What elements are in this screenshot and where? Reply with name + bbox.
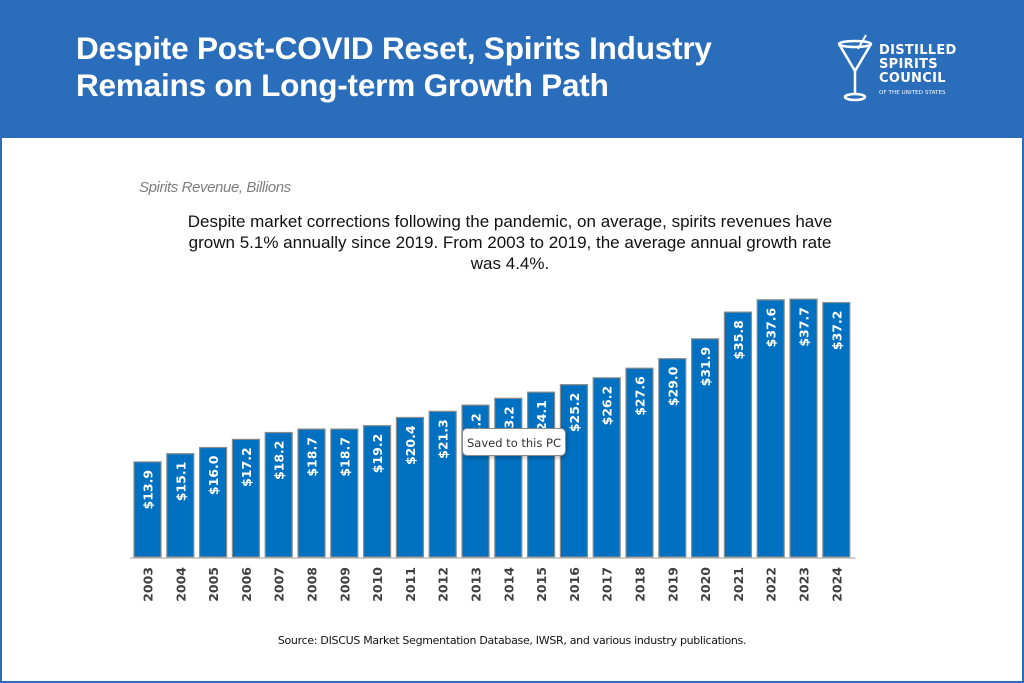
x-tick-label: 2005 xyxy=(206,567,221,602)
x-tick-label: 2022 xyxy=(764,567,779,602)
bar-2020 xyxy=(690,338,720,558)
bar-2003 xyxy=(133,461,162,558)
slide-title: Despite Post-COVID Reset, Spirits Indust… xyxy=(76,30,712,104)
bar-2024 xyxy=(822,301,851,558)
data-label: $37.7 xyxy=(797,307,812,347)
title-line-2: Remains on Long-term Growth Path xyxy=(76,67,609,103)
x-tick-label: 2024 xyxy=(829,567,844,602)
logo-wordmark: DISTILLED SPIRITS COUNCIL xyxy=(879,44,957,86)
x-tick-label: 2016 xyxy=(567,567,582,602)
bar-2018 xyxy=(625,367,654,558)
data-label: $17.2 xyxy=(239,447,254,487)
bar-2008 xyxy=(297,428,326,558)
data-label: $13.9 xyxy=(141,470,156,510)
bar-2011 xyxy=(395,416,424,558)
bar-2006 xyxy=(231,438,260,558)
bar-2019 xyxy=(658,358,687,558)
logo-line-2: SPIRITS xyxy=(879,57,938,72)
x-tick-label: 2015 xyxy=(534,567,549,602)
x-tick-label: 2008 xyxy=(305,567,320,602)
x-tick-label: 2007 xyxy=(272,567,287,602)
data-label: $37.2 xyxy=(829,311,844,351)
bar-2016 xyxy=(559,384,589,558)
x-tick-label: 2011 xyxy=(403,567,418,602)
data-label: $18.2 xyxy=(272,441,287,481)
bar-2012 xyxy=(428,410,457,558)
distilled-spirits-council-logo: DISTILLED SPIRITS COUNCIL OF THE UNITED … xyxy=(836,33,966,105)
x-tick-label: 2006 xyxy=(239,567,254,602)
data-label: $16.0 xyxy=(206,455,221,495)
chart-annotation: Despite market corrections following the… xyxy=(187,212,833,273)
bar-2022 xyxy=(756,299,785,558)
x-tick-label: 2021 xyxy=(731,567,746,602)
x-tick-label: 2003 xyxy=(141,567,156,602)
data-label: $35.8 xyxy=(731,320,746,360)
bar-2007 xyxy=(264,431,293,558)
x-tick-labels-group: 2003 2004 2005 2006 2007 2008 2009 2010 2011 2012… xyxy=(141,567,845,602)
bar-2021 xyxy=(723,311,753,558)
martini-glass-icon xyxy=(837,34,873,102)
x-tick-label: 2018 xyxy=(633,567,648,602)
bar-2009 xyxy=(330,428,359,558)
x-tick-label: 2013 xyxy=(469,567,484,602)
data-label: $29.0 xyxy=(665,366,680,406)
source-note: Source: DISCUS Market Segmentation Datab… xyxy=(277,634,747,647)
bar-2015 xyxy=(526,391,556,558)
bar-2017 xyxy=(592,377,621,558)
data-label: $26.2 xyxy=(600,386,615,426)
data-label: $37.6 xyxy=(764,308,779,348)
bars-group xyxy=(130,298,856,559)
x-tick-label: 2020 xyxy=(698,567,713,602)
x-tick-label: 2017 xyxy=(600,567,615,602)
data-label: $19.2 xyxy=(370,434,385,474)
data-label: $25.2 xyxy=(567,393,582,433)
data-label: $31.9 xyxy=(698,347,713,387)
bar-2005 xyxy=(199,446,228,558)
x-tick-label: 2012 xyxy=(436,567,451,602)
data-label: $20.4 xyxy=(403,425,418,465)
x-tick-label: 2009 xyxy=(337,567,352,602)
logo-line-3: COUNCIL xyxy=(879,71,946,86)
data-label: $18.7 xyxy=(337,437,352,477)
header-banner: Despite Post-COVID Reset, Spirits Indust… xyxy=(0,0,1024,138)
saved-tooltip: Saved to this PC xyxy=(462,428,566,456)
data-label: $21.3 xyxy=(436,419,451,459)
title-line-1: Despite Post-COVID Reset, Spirits Indust… xyxy=(76,30,712,66)
logo-line-1: DISTILLED xyxy=(879,43,957,58)
x-tick-label: 2014 xyxy=(501,567,516,602)
x-tick-label: 2004 xyxy=(173,567,188,602)
data-label: $15.1 xyxy=(173,462,188,502)
bar-2014 xyxy=(494,397,523,558)
chart-title: Spirits Revenue, Billions xyxy=(139,179,291,196)
bar-2023 xyxy=(789,298,818,558)
data-label: $18.7 xyxy=(305,437,320,477)
data-label: $27.6 xyxy=(633,376,648,416)
x-tick-label: 2019 xyxy=(665,567,680,602)
x-tick-label: 2010 xyxy=(370,567,385,602)
logo-tagline: OF THE UNITED STATES xyxy=(879,90,946,96)
x-tick-label: 2023 xyxy=(797,567,812,602)
bar-2010 xyxy=(363,425,392,558)
bar-2004 xyxy=(166,453,195,558)
